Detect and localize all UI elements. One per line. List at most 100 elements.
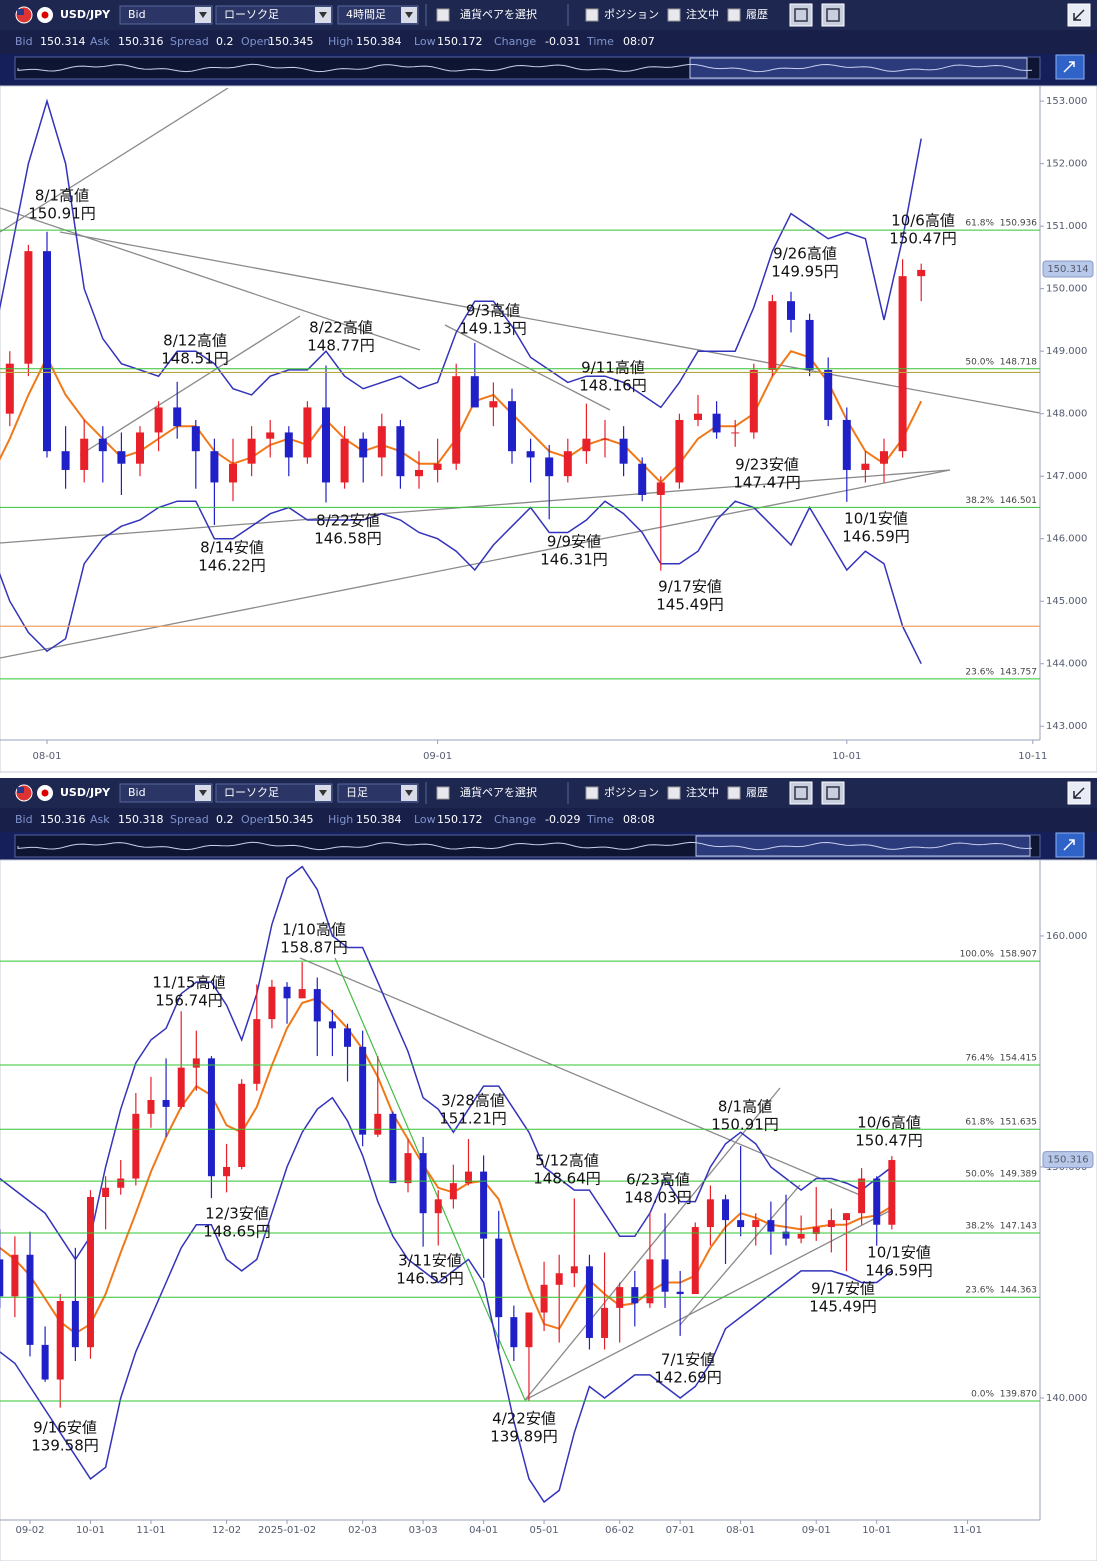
panel-header: USD/JPY Bid ローソク足 4時間足 通貨ペアを選択 ポジション 注文中 履歴 Bid 1… [0,0,1097,86]
navigator-line [17,841,1033,851]
last-price-badge [1042,1151,1094,1169]
annotation-price: 139.89円 [490,1428,558,1446]
checkbox[interactable] [727,8,741,22]
checkbox[interactable] [436,786,450,800]
annotation-label: 9/23安値 [735,456,799,474]
candle-body [191,426,200,452]
trend-line [0,88,229,233]
x-tick-label: 08-01 [726,1525,755,1536]
select-arrow [405,790,413,796]
annotation-label: 9/11高値 [581,359,645,377]
tool-button[interactable] [789,781,813,805]
checkbox[interactable] [585,8,599,22]
quote-value: -0.031 [545,35,580,48]
tool-button-icon [826,8,840,22]
navigator-selection[interactable] [695,835,1031,857]
annotation-price: 151.21円 [439,1110,507,1128]
tool-button[interactable] [821,781,845,805]
checkbox-label: 通貨ペアを選択 [460,7,537,21]
candle-body [377,426,386,458]
select-box[interactable] [337,783,419,803]
jp-flag-sun [41,11,49,19]
tool-button[interactable] [789,3,813,27]
select-box[interactable] [119,5,213,25]
quote-label: Spread [170,35,209,48]
annotation-label: 10/1安値 [867,1244,931,1262]
quote-label: Low [414,813,436,826]
collapse-icon [1073,787,1085,799]
quote-value: 150.345 [268,813,314,826]
select-box[interactable] [337,5,419,25]
fib-price: 143.757 [1000,667,1037,677]
candle-body [495,1238,503,1318]
annotation-price: 146.22円 [198,557,266,575]
fib-price: 151.635 [1000,1118,1037,1128]
quote-value: 150.316 [118,35,164,48]
quote-label: Open [241,813,270,826]
checkbox-label: 注文中 [686,7,719,21]
candle-body [162,1099,170,1107]
candle-body [26,1254,34,1345]
tool-button-icon [794,8,808,22]
candle-body [585,1266,593,1338]
checkbox[interactable] [436,8,450,22]
fib-percent: 76.4% [965,1053,994,1063]
candle-body [266,432,275,439]
candle-body [238,1083,246,1167]
fib-percent: 100.0% [960,950,995,960]
select-value: Bid [128,786,146,799]
candle-body [359,438,368,458]
navigator-selection[interactable] [689,57,1028,79]
checkbox[interactable] [667,8,681,22]
candle-body [694,413,702,420]
annotation-label: 9/3高値 [466,302,520,320]
trend-line [524,1087,781,1401]
annotation-label: 6/23高値 [626,1171,690,1189]
checkbox[interactable] [727,786,741,800]
checkbox[interactable] [667,786,681,800]
x-tick-label: 05-01 [530,1525,559,1536]
candle-body [601,1307,609,1338]
select-box[interactable] [215,5,333,25]
candle-body [767,1220,775,1232]
quote-label: High [328,35,353,48]
tool-button-icon [826,786,840,800]
x-tick-label: 10-01 [832,751,861,762]
candle-body [737,1220,745,1228]
candle-body [322,407,330,483]
candle-body [210,451,219,483]
pair-label: USD/JPY [60,8,111,21]
fib-percent: 0.0% [971,1390,994,1400]
candle-body [117,451,126,464]
candle-body [805,319,814,370]
candle-body [787,301,795,320]
select-arrow [199,12,207,18]
fib-price: 147.143 [1000,1221,1037,1231]
annotation-label: 9/17安値 [658,578,722,596]
candle-body [452,376,461,464]
checkbox[interactable] [585,786,599,800]
fib-percent: 50.0% [965,1170,994,1180]
candle-body [283,986,291,999]
annotation-price: 156.74円 [155,992,223,1010]
select-box[interactable] [119,783,213,803]
annotation-label: 9/17安値 [811,1280,875,1298]
annotation-label: 8/22高値 [309,319,373,337]
tool-button[interactable] [821,3,845,27]
annotation-price: 146.58円 [314,530,382,548]
annotation-price: 142.69円 [654,1369,722,1387]
zoom-icon [1063,839,1075,851]
fib-percent: 23.6% [965,667,994,677]
trend-line [444,324,611,411]
y-tick-label: 144.000 [1046,659,1087,670]
candle-body [374,1113,382,1135]
candle-body [827,1220,835,1228]
y-tick-label: 153.000 [1046,96,1087,107]
candle-body [619,438,628,464]
select-box[interactable] [215,783,333,803]
fib-price: 139.870 [1000,1390,1037,1400]
candle-body [61,451,70,470]
candle-body [247,438,256,464]
checkbox-label: ポジション [604,8,659,21]
annotation-price: 149.95円 [771,263,839,281]
